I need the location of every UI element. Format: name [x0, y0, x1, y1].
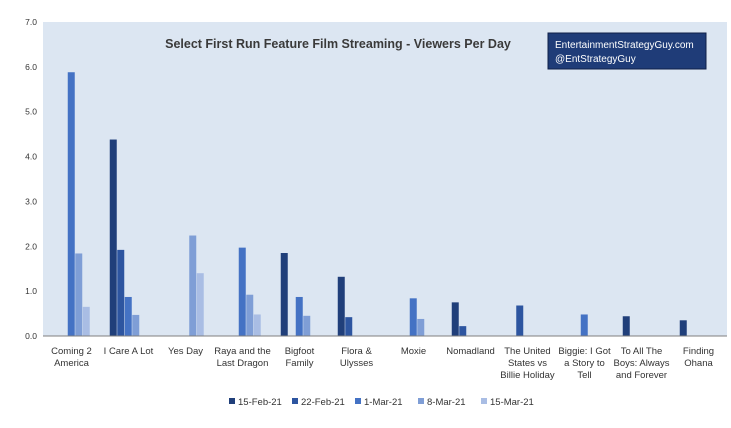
category-label: Coming 2 America	[51, 346, 92, 369]
y-tick-label: 7.0	[25, 17, 37, 27]
bar	[82, 306, 90, 336]
legend-label: 22-Feb-21	[301, 397, 345, 408]
bar	[280, 253, 288, 336]
legend-label: 15-Feb-21	[238, 397, 282, 408]
category-label: Raya and the Last Dragon	[214, 346, 271, 369]
bar	[196, 273, 204, 336]
bar	[409, 298, 417, 336]
watermark-box: EntertainmentStrategyGuy.com @EntStrateg…	[547, 32, 707, 70]
y-axis: 0.0 1.0 2.0 3.0 4.0 5.0 6.0 7.0	[25, 17, 37, 341]
bar	[246, 294, 254, 336]
legend-label: 8-Mar-21	[427, 397, 466, 408]
bar	[253, 314, 261, 336]
bar	[459, 326, 467, 336]
bar	[337, 276, 345, 336]
legend-swatch	[355, 398, 361, 404]
category-label: Yes Day	[168, 346, 203, 357]
legend-label: 1-Mar-21	[364, 397, 403, 408]
watermark-line-2: @EntStrategyGuy	[555, 54, 636, 65]
category-label: Finding Ohana	[683, 346, 714, 369]
y-tick-label: 0.0	[25, 331, 37, 341]
bar	[580, 314, 588, 336]
bar	[75, 253, 83, 336]
y-tick-label: 2.0	[25, 241, 37, 251]
bar	[238, 247, 246, 336]
legend-swatch	[292, 398, 298, 404]
bars-layer	[67, 72, 687, 337]
category-label: Bigfoot Family	[285, 346, 315, 369]
bar	[417, 318, 425, 336]
bar	[295, 296, 303, 336]
bar	[516, 305, 524, 336]
bar	[67, 72, 75, 337]
category-label: The United States vs Billie Holiday	[500, 346, 555, 381]
bar	[345, 317, 353, 336]
x-axis-categories: Coming 2 America I Care A Lot Yes Day Raya a…	[51, 346, 714, 381]
legend: 15-Feb-21 22-Feb-21 1-Mar-21 8-Mar-21 15-Mar…	[229, 397, 534, 408]
bar	[189, 235, 197, 336]
legend-label: 15-Mar-21	[490, 397, 534, 408]
category-label: Nomadland	[446, 346, 495, 357]
bar	[109, 139, 117, 336]
category-label: To All The Boys: Always and Forever	[614, 346, 670, 381]
category-label: I Care A Lot	[104, 346, 154, 357]
legend-swatch	[229, 398, 235, 404]
bar	[622, 316, 630, 336]
chart-title: Select First Run Feature Film Streaming …	[165, 37, 511, 51]
category-label: Moxie	[401, 346, 426, 357]
bar	[451, 302, 459, 336]
category-label: Biggie: I Got a Story to Tell	[558, 346, 611, 381]
y-tick-label: 3.0	[25, 196, 37, 206]
bar	[124, 296, 132, 336]
plot-area	[43, 22, 727, 336]
y-tick-label: 5.0	[25, 107, 37, 117]
bar	[303, 315, 311, 336]
watermark-line-1: EntertainmentStrategyGuy.com	[555, 40, 694, 51]
bar	[132, 314, 140, 336]
bar	[117, 249, 125, 336]
legend-swatch	[481, 398, 487, 404]
y-tick-label: 4.0	[25, 152, 37, 162]
legend-swatch	[418, 398, 424, 404]
y-tick-label: 6.0	[25, 62, 37, 72]
y-tick-label: 1.0	[25, 286, 37, 296]
bar	[679, 320, 687, 336]
category-label: Flora & Ulysses	[340, 346, 374, 369]
